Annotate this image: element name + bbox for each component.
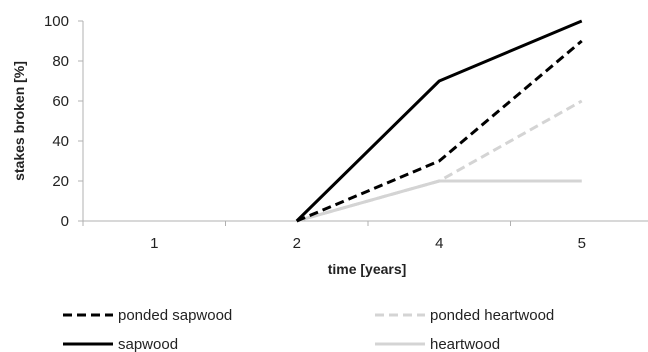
x-tick-label: 5 (578, 235, 586, 252)
series-line-ponded-heartwood (296, 99, 583, 223)
x-ticks: 1 2 4 5 (82, 221, 586, 252)
series-line-sapwood (295, 19, 583, 223)
x-tick-label: 2 (293, 235, 301, 252)
y-axis-title: stakes broken [%] (11, 61, 27, 181)
legend-label: ponded heartwood (430, 307, 554, 324)
y-ticks: 0 20 40 60 80 100 (44, 13, 83, 230)
legend-label: sapwood (118, 336, 178, 352)
x-tick-label: 1 (150, 235, 158, 252)
legend-label: heartwood (430, 336, 500, 352)
y-tick-label: 80 (52, 53, 69, 70)
series-line-ponded-sapwood (296, 39, 583, 223)
y-tick-label: 40 (52, 133, 69, 150)
y-tick-label: 20 (52, 173, 69, 190)
series-line-heartwood (296, 179, 582, 223)
y-tick-label: 60 (52, 93, 69, 110)
y-tick-label: 0 (61, 213, 69, 230)
x-axis-title: time [years] (328, 261, 407, 277)
legend: ponded sapwood ponded heartwood sapwood hea… (63, 307, 554, 352)
legend-label: ponded sapwood (118, 307, 232, 324)
series-lines (295, 19, 583, 223)
x-tick-label: 4 (435, 235, 443, 252)
y-tick-label: 100 (44, 13, 69, 30)
